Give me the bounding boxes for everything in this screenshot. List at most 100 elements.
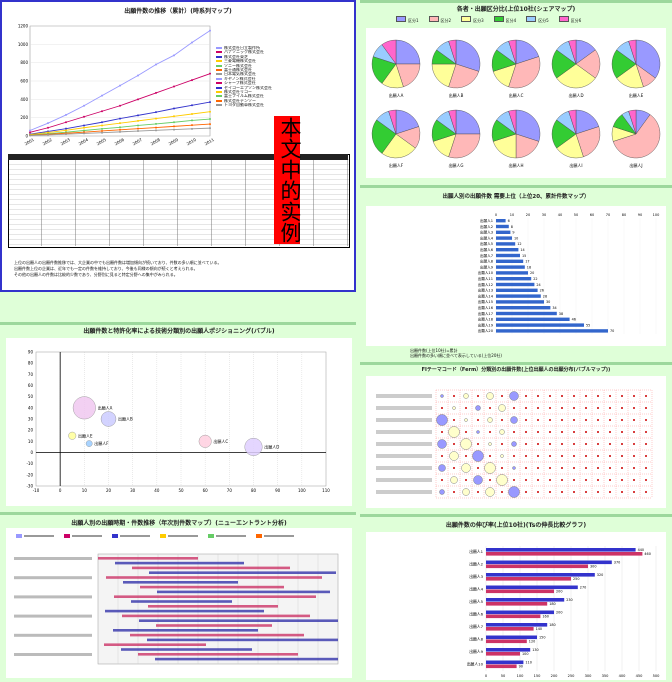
data-point: [137, 127, 139, 130]
pie-legend-swatch: [461, 16, 472, 22]
bar: [496, 253, 520, 258]
x-tick-label: 2009: [168, 137, 180, 147]
fi-dot: [441, 455, 443, 457]
fi-dot: [597, 467, 599, 469]
bubble-label: 出願人B: [118, 416, 133, 422]
fi-dot: [441, 431, 443, 433]
fi-dot: [549, 479, 551, 481]
x-tick-label: 40: [154, 488, 160, 493]
pie-slice: [508, 109, 517, 135]
fi-bubble: [500, 454, 504, 458]
data-point: [191, 124, 193, 127]
y-tick-label: 1200: [18, 24, 29, 29]
bar: [486, 648, 531, 652]
pie-legend-swatch: [493, 16, 504, 22]
fi-dot: [609, 467, 611, 469]
fi-dot: [597, 395, 599, 397]
pie-slice: [381, 133, 416, 159]
fi-bubble: [463, 393, 469, 399]
legend-entry: 日本電気株式会社: [216, 72, 352, 76]
fi-dot: [561, 419, 563, 421]
timeline-bar: [149, 571, 336, 574]
bar: [496, 300, 544, 304]
legend-swatch: [216, 95, 222, 98]
x-tick-label: 10: [82, 488, 88, 493]
pie-chart: 出願人A 出願人B 出願人C 出願人D 出願人E 出願人F 出願人G 出願人H 出願人I 出願人J: [371, 39, 661, 168]
x-tick-label: 2011: [204, 137, 216, 147]
timeline-bar: [114, 595, 316, 598]
legend-swatch: [216, 64, 222, 67]
x-tick-label: 70: [227, 488, 233, 493]
fi-title: FIテーマコード（Ferm）分類別の出願件数(上位出願人の出願分布(バブルマップ…: [421, 367, 611, 373]
legend-label: [264, 535, 294, 537]
fi-dot: [453, 443, 455, 445]
bar-value: 12: [517, 242, 521, 246]
data-point: [83, 104, 85, 107]
data-point: [173, 115, 175, 118]
data-point: [65, 113, 67, 116]
data-point: [47, 126, 49, 129]
pie-slice: [381, 39, 397, 65]
legend-swatch: [216, 104, 222, 107]
fi-bubble: [498, 404, 506, 412]
data-point: [137, 98, 139, 101]
bar: [486, 585, 578, 590]
bar-value: 34: [552, 306, 556, 310]
bar: [496, 265, 525, 269]
row-label-bar: [376, 418, 432, 422]
fi-dot: [633, 395, 635, 397]
bar-value: 10: [514, 236, 518, 240]
bar: [496, 282, 535, 287]
legend-swatch: [112, 534, 118, 538]
data-point: [137, 124, 139, 127]
data-point: [101, 110, 103, 113]
row-label-bar: [14, 653, 92, 656]
fi-dot: [597, 431, 599, 433]
bubble-label: 出願人C: [213, 438, 228, 444]
bar: [496, 277, 532, 281]
bar: [496, 271, 528, 275]
legend-swatch: [216, 51, 222, 54]
fi-dot: [585, 443, 587, 445]
fi-dot: [597, 407, 599, 409]
timeline-bar: [131, 600, 232, 603]
fi-dot: [621, 467, 623, 469]
timeline-bar: [156, 624, 272, 627]
fi-bubble: [475, 405, 481, 411]
data-point: [191, 104, 193, 107]
bar-value: 8: [511, 225, 513, 229]
pie-legend-label: 区分2: [440, 18, 452, 23]
row-label-bar: [376, 406, 432, 410]
pie-slice: [455, 109, 481, 135]
bubble-label: 出願人F: [94, 440, 109, 446]
fi-dot: [561, 443, 563, 445]
bar-value: 460: [644, 552, 650, 556]
pie-slice: [395, 39, 421, 65]
legend-label: パナソニック株式会社: [224, 50, 264, 55]
category-label: 出願人18: [478, 317, 494, 322]
fi-bubble: [462, 488, 470, 496]
bar: [496, 236, 512, 240]
y-tick-label: 1000: [18, 42, 29, 47]
fi-bubble: [449, 451, 459, 461]
bar-value: 22: [533, 277, 537, 281]
legend-label: 三菱電機株式会社: [224, 59, 256, 64]
y-tick-label: 60: [28, 383, 34, 388]
bar-value: 15: [522, 254, 526, 258]
data-point: [155, 111, 157, 114]
notes: 上位の出願人の出願件数推移では、大企業の中でも出願件数は増加傾向が続いており、件…: [14, 260, 350, 278]
fi-dot: [537, 431, 539, 433]
y-tick-label: 400: [20, 97, 28, 102]
x-tick-label: 50: [501, 674, 506, 678]
legend-entry: 株式会社リコー: [216, 90, 352, 94]
legend-swatch: [216, 47, 222, 49]
timeline-bar: [140, 585, 284, 589]
category-label: 出願人2: [480, 224, 493, 229]
x-tick-label: 100: [653, 213, 660, 217]
bar: [496, 259, 524, 263]
fi-dot: [537, 467, 539, 469]
pie-slice: [508, 56, 541, 89]
data-point: [191, 79, 193, 82]
x-tick-label: 100: [298, 488, 306, 493]
note-line: 出願件数上位の企業は、近年でも一定の件数を維持しており、今後も同様の傾向が続くと…: [14, 266, 198, 271]
